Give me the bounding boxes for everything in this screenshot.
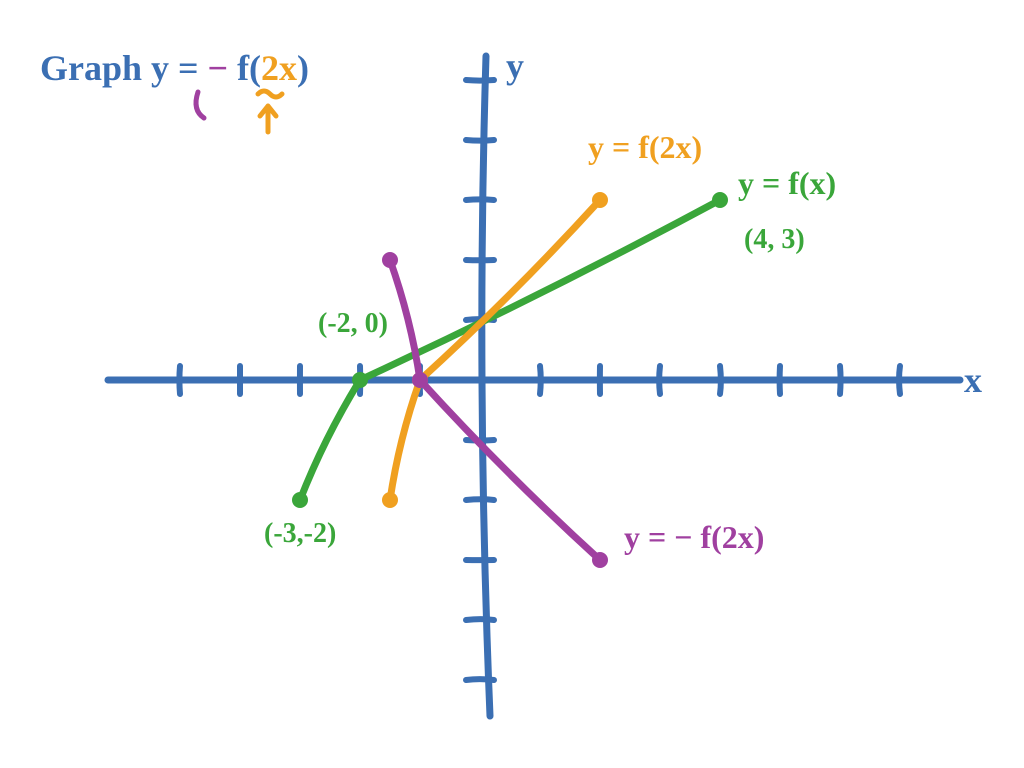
chart-canvas: y x Graph y = − f(2x) y = f(x) (-3,-2) (-2, 0…	[0, 0, 1024, 768]
x-axis-label: x	[964, 360, 982, 400]
curve-f2x	[420, 200, 600, 380]
y-tick	[466, 199, 494, 200]
x-tick	[720, 366, 721, 394]
curve-f2x	[390, 380, 420, 500]
curve-fx-point	[292, 492, 308, 508]
curve-f2x-point	[382, 492, 398, 508]
curve-neg-f2x-point	[592, 552, 608, 568]
x-tick	[659, 366, 660, 394]
title-close: )	[297, 48, 309, 88]
curve-fx-point	[352, 372, 368, 388]
curve-neg-f2x-point	[382, 252, 398, 268]
point-label-fx: (4, 3)	[744, 224, 805, 255]
title-prefix: Graph	[40, 48, 151, 88]
y-tick	[466, 679, 494, 680]
title: Graph y = − f(2x)	[40, 48, 309, 88]
title-f-open: f(	[228, 48, 261, 88]
curve-f2x-point	[592, 192, 608, 208]
curve-fx-point	[712, 192, 728, 208]
curve-neg-f2x-point	[412, 372, 428, 388]
x-tick	[179, 366, 180, 394]
title-minus-marker-icon	[196, 92, 204, 118]
x-tick	[540, 366, 541, 394]
y-axis-label: y	[506, 46, 524, 86]
label-f2x: y = f(2x)	[588, 129, 702, 165]
y-tick	[466, 140, 494, 141]
y-tick	[466, 499, 494, 500]
curve-fx	[300, 380, 360, 500]
title-2x: 2x	[261, 48, 297, 88]
title-2x-underline-icon	[258, 91, 282, 97]
point-label-fx: (-3,-2)	[264, 518, 336, 549]
x-tick	[840, 366, 841, 394]
title-y-eq: y =	[151, 48, 208, 88]
point-label-fx: (-2, 0)	[318, 308, 388, 339]
title-2x-arrow-icon	[260, 106, 276, 132]
label-neg-f2x: y = − f(2x)	[624, 519, 764, 555]
y-tick	[466, 619, 494, 620]
title-negative-sign: −	[208, 48, 229, 88]
curve-neg-f2x	[420, 380, 600, 560]
label-fx: y = f(x)	[738, 165, 836, 201]
y-tick	[466, 80, 494, 81]
x-tick	[899, 366, 900, 394]
